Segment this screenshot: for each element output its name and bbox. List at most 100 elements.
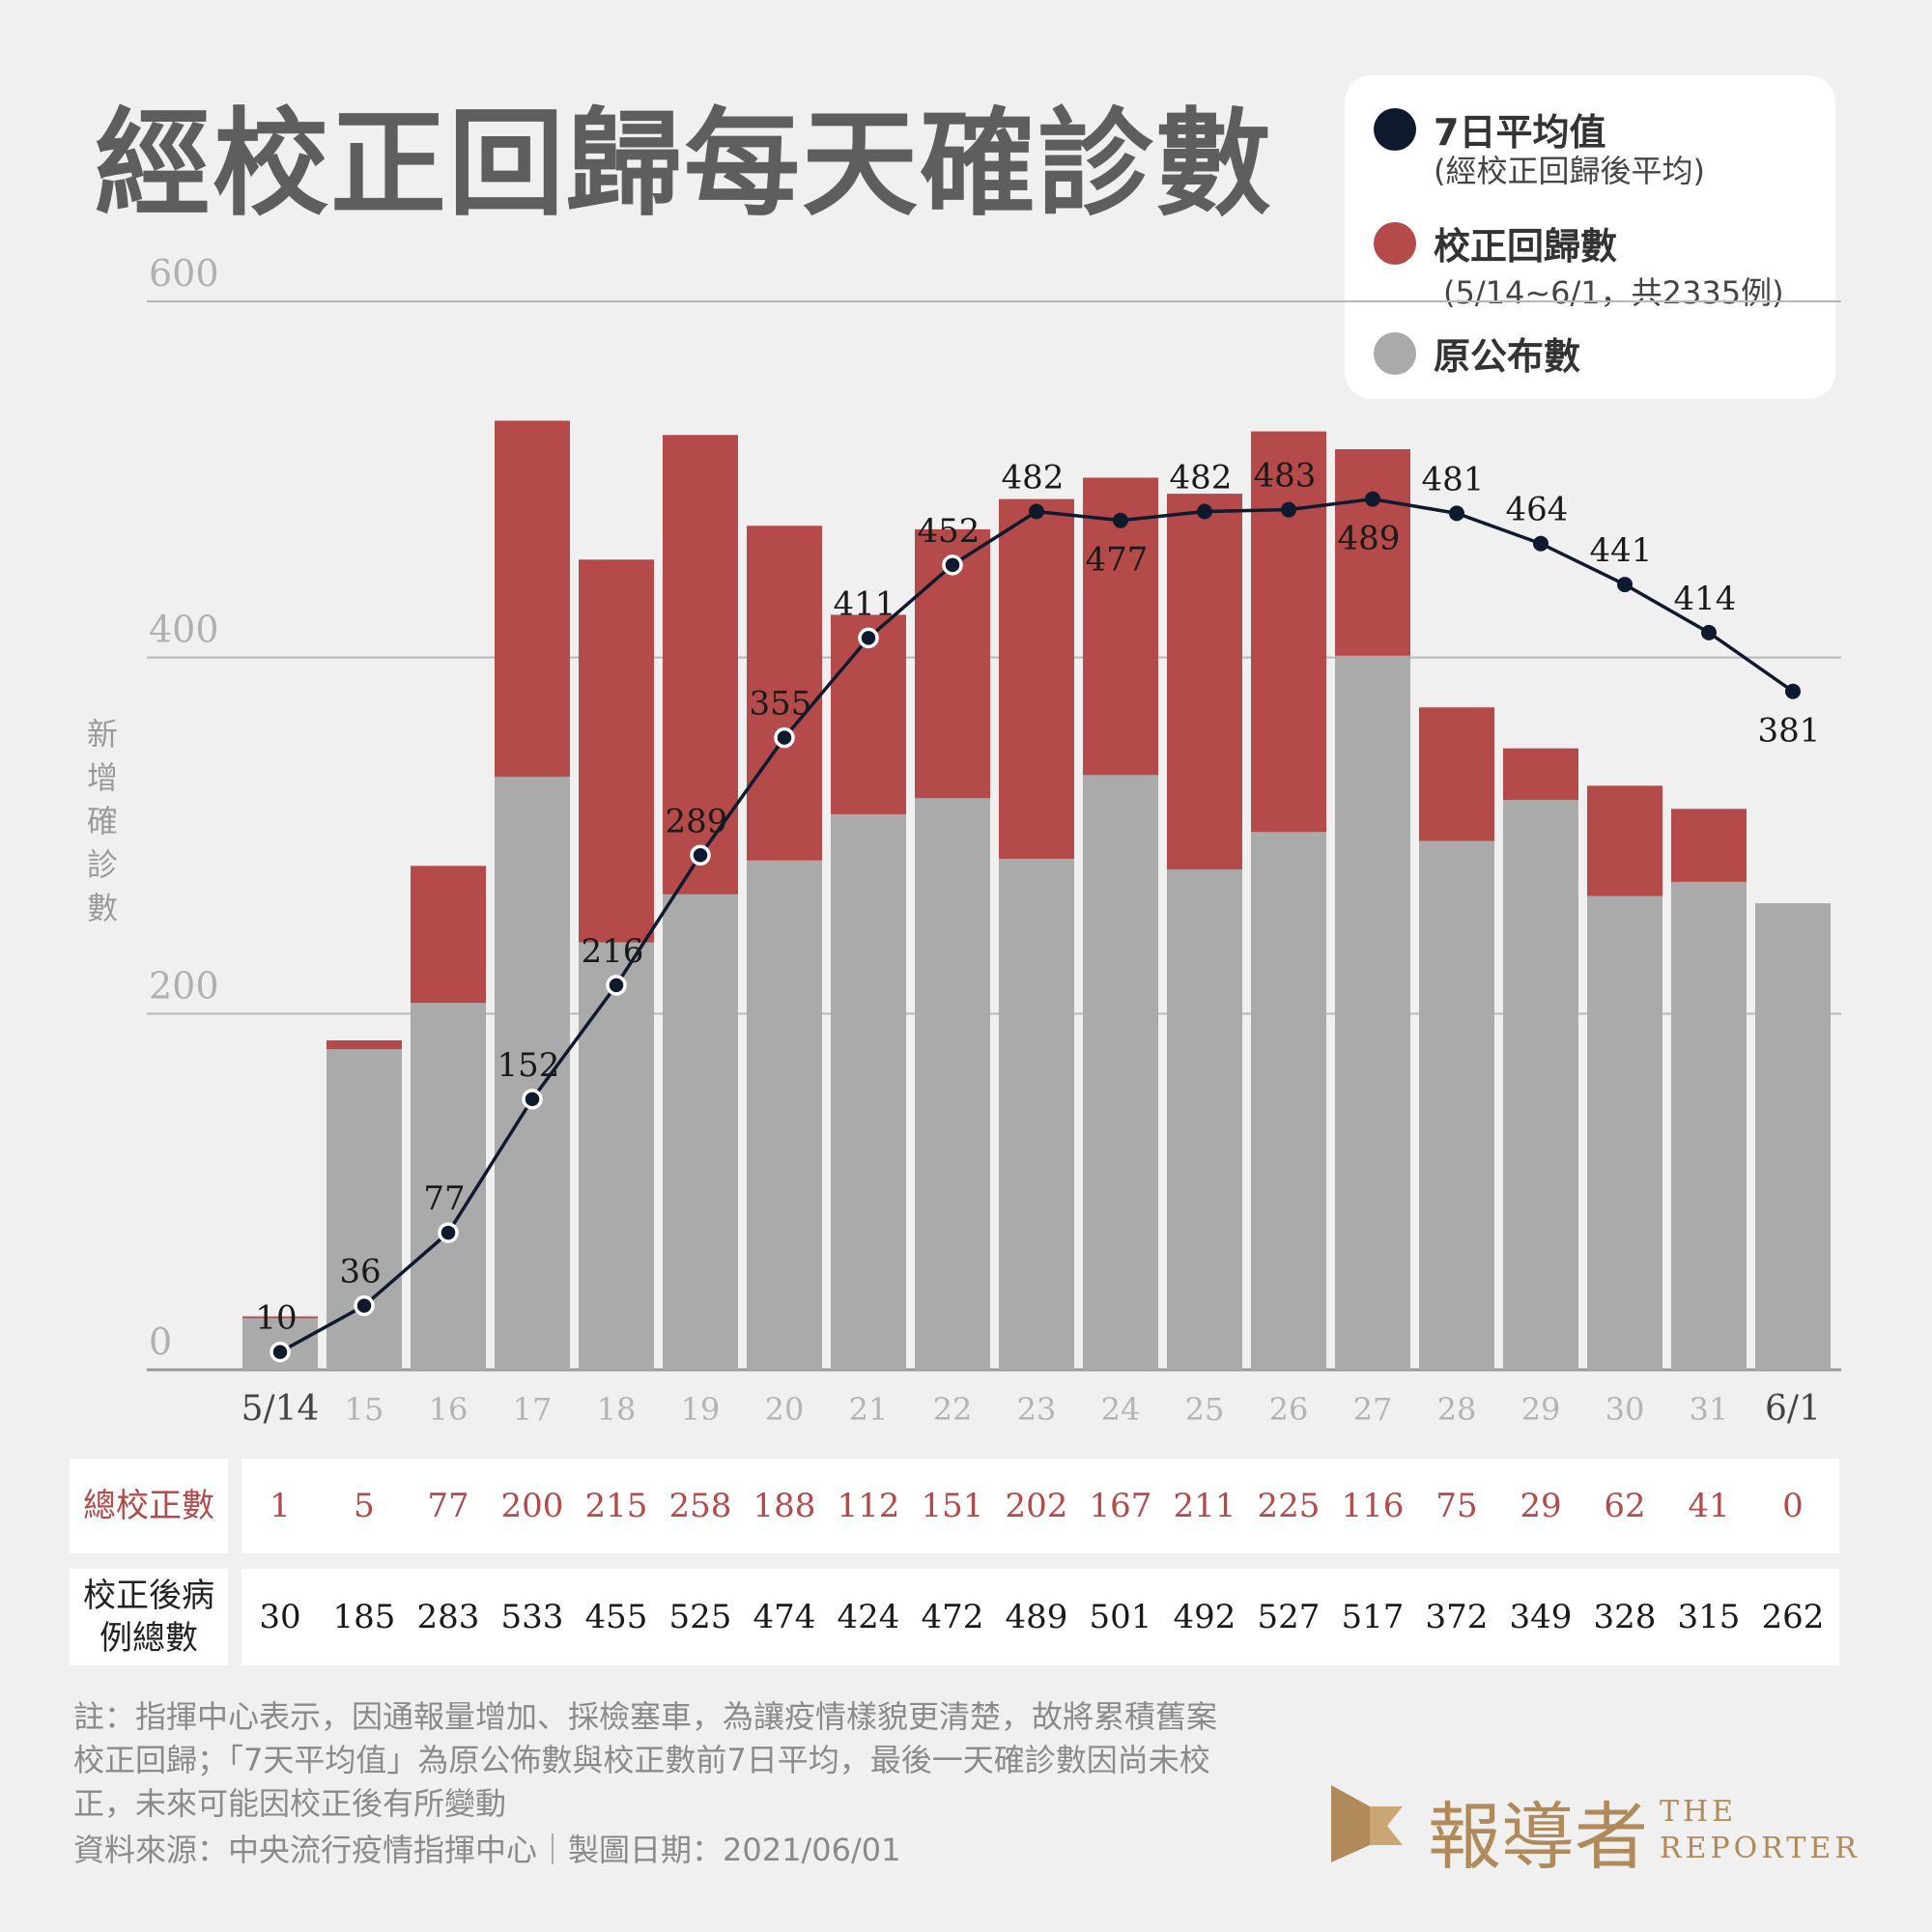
bar-original [1419, 840, 1494, 1370]
average-point [270, 1341, 291, 1363]
average-point [858, 627, 879, 649]
source-line: 資料來源：中央流行疫情指揮中心｜製圖日期：2021/06/01 [73, 1832, 901, 1868]
table-cell: 492 [1173, 1598, 1236, 1636]
bar-corrected [999, 498, 1074, 859]
x-tick-label: 22 [933, 1391, 973, 1428]
x-tick-label: 24 [1101, 1391, 1141, 1428]
bar-original [411, 1003, 486, 1370]
table-cell: 349 [1509, 1598, 1573, 1636]
y-tick-label: 200 [149, 964, 219, 1007]
bar-original [1587, 895, 1662, 1370]
corrections-row: 總校正數 1 5 77 200 215 258 188 112 151 202 167 211 225 1… [70, 1459, 1839, 1553]
table-cell: 200 [500, 1487, 564, 1525]
bar-corrected [747, 526, 822, 861]
x-tick-label: 15 [345, 1391, 384, 1428]
y-tick-label: 0 [149, 1321, 172, 1363]
average-point [1281, 501, 1296, 518]
table-cell: 215 [584, 1487, 648, 1525]
average-point [1365, 491, 1380, 507]
average-data-label: 477 [1086, 541, 1149, 580]
bar-original [1167, 869, 1242, 1370]
totals-row: 校正後病例總數 30 185 283 533 455 525 474 424 472 489 501… [70, 1569, 1839, 1665]
y-tick-label: 600 [149, 252, 219, 295]
table-cell: 112 [837, 1487, 900, 1525]
legend-title-original: 原公布數 [1434, 335, 1581, 378]
average-point [1029, 503, 1044, 520]
corrections-label: 總校正數 [70, 1459, 228, 1553]
table-cell: 525 [668, 1598, 732, 1636]
x-tick-label: 19 [681, 1391, 721, 1428]
table-cell: 62 [1604, 1487, 1646, 1525]
x-tick-label: 17 [513, 1391, 553, 1428]
average-data-label: 36 [339, 1253, 381, 1292]
legend: 7日平均值 (經校正回歸後平均) 校正回歸數 (5/14~6/1，共2335例)… [1345, 75, 1835, 399]
bar-original [327, 1049, 402, 1370]
brand-name-en-1: THE [1660, 1795, 1738, 1829]
x-tick-label: 5/14 [242, 1389, 320, 1429]
table-cell: 188 [753, 1487, 816, 1525]
table-cell: 151 [921, 1487, 984, 1525]
average-point [438, 1222, 459, 1243]
bar-corrected [411, 866, 486, 1004]
average-data-label: 489 [1338, 520, 1401, 558]
x-tick-label: 16 [429, 1391, 469, 1428]
table-cell: 185 [332, 1598, 396, 1636]
average-point [1533, 535, 1548, 552]
table-cell: 372 [1425, 1598, 1489, 1636]
table-cell: 533 [500, 1598, 564, 1636]
average-data-label: 482 [1170, 459, 1233, 497]
brand-mark-icon [1331, 1785, 1403, 1862]
bar-corrected [1335, 448, 1410, 656]
bar-corrected [1671, 809, 1747, 882]
bar-original [1503, 800, 1578, 1370]
y-axis-label: 新增確診數 [86, 716, 118, 926]
table-cell: 328 [1593, 1598, 1657, 1636]
average-point [690, 844, 711, 867]
bar-corrected [1251, 431, 1326, 833]
bar-corrected [1587, 785, 1662, 896]
table-cell: 75 [1435, 1487, 1478, 1525]
average-point [942, 554, 963, 576]
brand-name-cn: 報導者 [1428, 1794, 1648, 1880]
table-cell: 424 [837, 1598, 900, 1636]
table-cell: 474 [753, 1598, 816, 1636]
table-cell: 472 [921, 1598, 984, 1636]
x-tick-label: 26 [1269, 1391, 1309, 1428]
table-cell: 41 [1688, 1487, 1730, 1525]
x-tick-label: 28 [1437, 1391, 1477, 1428]
average-point [774, 726, 795, 749]
bar-original [747, 860, 822, 1370]
bar-corrected [327, 1039, 402, 1050]
bar-original [663, 894, 738, 1370]
average-data-label: 452 [918, 512, 980, 551]
x-tick-label: 29 [1521, 1391, 1561, 1428]
x-tick-label: 25 [1185, 1391, 1225, 1428]
average-data-label: 414 [1674, 580, 1737, 618]
average-point [354, 1294, 375, 1317]
table-cell: 455 [584, 1598, 648, 1636]
legend-swatch-original [1374, 332, 1416, 375]
table-cell: 517 [1341, 1598, 1405, 1636]
bar-original [1671, 881, 1747, 1370]
average-point [1617, 577, 1633, 593]
bar-corrected [242, 1316, 318, 1319]
footnote: 註：指揮中心表示，因通報量增加、採檢塞車，為讓疫情樣貌更清楚，故將累積舊案校正回… [73, 1698, 1218, 1822]
average-point [1701, 624, 1717, 640]
average-data-label: 216 [582, 932, 644, 971]
table-cell: 30 [259, 1598, 301, 1636]
bar-original [915, 798, 990, 1370]
average-data-label: 381 [1758, 712, 1821, 751]
average-data-label: 481 [1422, 460, 1485, 498]
legend-swatch-average [1374, 108, 1416, 151]
bar-original [1335, 655, 1410, 1370]
brand-name-en-2: REPORTER [1660, 1832, 1861, 1865]
table-cell: 0 [1782, 1487, 1804, 1525]
legend-swatch-corrected [1374, 222, 1416, 265]
bar-original [1755, 903, 1831, 1370]
bar-corrected [1503, 748, 1578, 801]
table-cell: 283 [416, 1598, 480, 1636]
average-data-label: 289 [666, 802, 728, 840]
average-point [606, 975, 627, 996]
table-cell: 527 [1257, 1598, 1321, 1636]
